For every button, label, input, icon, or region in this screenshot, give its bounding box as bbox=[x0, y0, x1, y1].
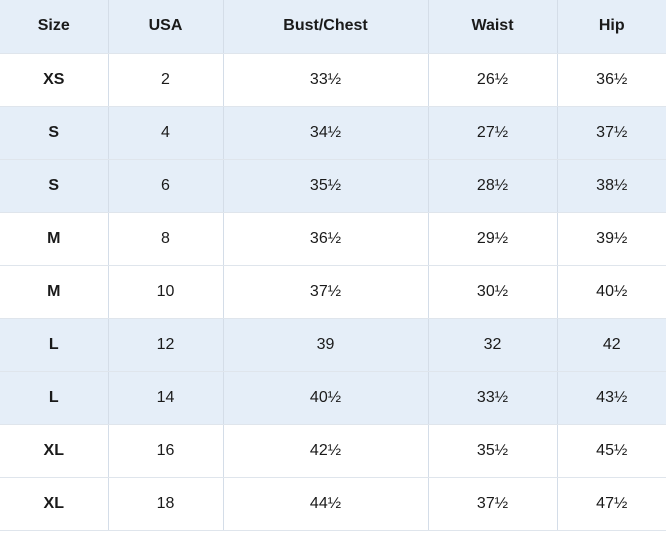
usa-cell: 12 bbox=[108, 318, 224, 372]
waist-cell: 28½ bbox=[428, 159, 558, 213]
table-row: XL 18 44½ 37½ 47½ bbox=[0, 477, 666, 531]
usa-cell: 8 bbox=[108, 212, 224, 266]
usa-cell: 18 bbox=[108, 477, 224, 531]
hip-cell: 37½ bbox=[557, 106, 666, 160]
bust-cell: 36½ bbox=[223, 212, 429, 266]
table-row: M 10 37½ 30½ 40½ bbox=[0, 265, 666, 319]
hip-cell: 36½ bbox=[557, 53, 666, 107]
bust-cell: 37½ bbox=[223, 265, 429, 319]
hip-cell: 43½ bbox=[557, 371, 666, 425]
usa-cell: 4 bbox=[108, 106, 224, 160]
waist-cell: 30½ bbox=[428, 265, 558, 319]
size-cell: XS bbox=[0, 53, 109, 107]
header-usa: USA bbox=[108, 0, 224, 54]
hip-cell: 47½ bbox=[557, 477, 666, 531]
bust-cell: 33½ bbox=[223, 53, 429, 107]
hip-cell: 45½ bbox=[557, 424, 666, 478]
bust-cell: 44½ bbox=[223, 477, 429, 531]
waist-cell: 26½ bbox=[428, 53, 558, 107]
bust-cell: 39 bbox=[223, 318, 429, 372]
table-row: XS 2 33½ 26½ 36½ bbox=[0, 53, 666, 107]
size-cell: M bbox=[0, 212, 109, 266]
size-cell: L bbox=[0, 371, 109, 425]
header-bust-chest: Bust/Chest bbox=[223, 0, 429, 54]
table-row: XL 16 42½ 35½ 45½ bbox=[0, 424, 666, 478]
waist-cell: 32 bbox=[428, 318, 558, 372]
usa-cell: 2 bbox=[108, 53, 224, 107]
size-cell: XL bbox=[0, 424, 109, 478]
bust-cell: 40½ bbox=[223, 371, 429, 425]
table-row: S 6 35½ 28½ 38½ bbox=[0, 159, 666, 213]
bust-cell: 35½ bbox=[223, 159, 429, 213]
table-header: Size USA Bust/Chest Waist Hip bbox=[0, 0, 666, 54]
size-cell: M bbox=[0, 265, 109, 319]
size-cell: S bbox=[0, 159, 109, 213]
usa-cell: 16 bbox=[108, 424, 224, 478]
table-row: L 14 40½ 33½ 43½ bbox=[0, 371, 666, 425]
header-size: Size bbox=[0, 0, 109, 54]
waist-cell: 37½ bbox=[428, 477, 558, 531]
hip-cell: 40½ bbox=[557, 265, 666, 319]
table-row: L 12 39 32 42 bbox=[0, 318, 666, 372]
size-cell: L bbox=[0, 318, 109, 372]
table-row: M 8 36½ 29½ 39½ bbox=[0, 212, 666, 266]
header-row: Size USA Bust/Chest Waist Hip bbox=[0, 0, 666, 54]
header-waist: Waist bbox=[428, 0, 558, 54]
waist-cell: 27½ bbox=[428, 106, 558, 160]
waist-cell: 33½ bbox=[428, 371, 558, 425]
table-body: XS 2 33½ 26½ 36½ S 4 34½ 27½ 37½ S 6 35½… bbox=[0, 53, 666, 531]
table-row: S 4 34½ 27½ 37½ bbox=[0, 106, 666, 160]
hip-cell: 39½ bbox=[557, 212, 666, 266]
waist-cell: 29½ bbox=[428, 212, 558, 266]
size-cell: XL bbox=[0, 477, 109, 531]
header-hip: Hip bbox=[557, 0, 666, 54]
usa-cell: 14 bbox=[108, 371, 224, 425]
hip-cell: 42 bbox=[557, 318, 666, 372]
size-cell: S bbox=[0, 106, 109, 160]
waist-cell: 35½ bbox=[428, 424, 558, 478]
usa-cell: 6 bbox=[108, 159, 224, 213]
bust-cell: 34½ bbox=[223, 106, 429, 160]
bust-cell: 42½ bbox=[223, 424, 429, 478]
hip-cell: 38½ bbox=[557, 159, 666, 213]
usa-cell: 10 bbox=[108, 265, 224, 319]
